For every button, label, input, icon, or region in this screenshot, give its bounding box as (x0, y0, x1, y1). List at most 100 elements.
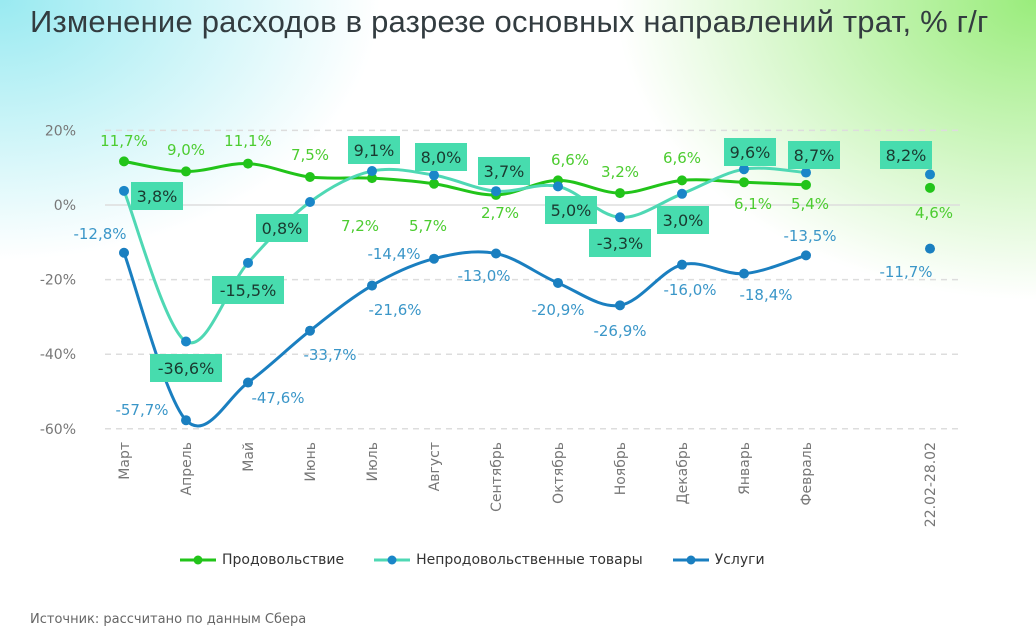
nonfood-data-label: 3,8% (137, 187, 178, 206)
legend-marker-icon (180, 555, 216, 565)
x-tick-label: Ноябрь (613, 442, 629, 495)
nonfood-data-label: 3,0% (663, 211, 704, 230)
food-data-label: 7,5% (291, 146, 329, 164)
services-point (119, 247, 129, 258)
x-tick-label: Февраль (799, 442, 815, 506)
x-tick-label: Декабрь (675, 442, 691, 504)
chart-title: Изменение расходов в разрезе основных на… (30, 4, 989, 39)
services-data-label: -12,8% (73, 225, 126, 243)
services-data-label: -18,4% (739, 286, 792, 304)
food-data-label: 6,6% (551, 151, 589, 169)
nonfood-label-box (212, 276, 284, 304)
x-tick-label: Октябрь (551, 442, 567, 504)
services-data-label: -14,4% (367, 245, 420, 263)
nonfood-data-label: 0,8% (262, 219, 303, 238)
legend: Продовольствие Непродовольственные товары… (180, 552, 765, 568)
food-data-label: 5,7% (409, 217, 447, 235)
services-data-label: -13,5% (783, 227, 836, 245)
food-data-label: 7,2% (341, 217, 379, 235)
nonfood-label-box (724, 138, 776, 166)
nonfood-point (119, 185, 129, 196)
services-point (181, 415, 191, 426)
legend-label: Непродовольственные товары (416, 552, 643, 568)
services-point (553, 277, 563, 288)
x-tick-label: Апрель (179, 442, 195, 495)
services-data-label: -16,0% (663, 281, 716, 299)
x-tick-label: Январь (737, 442, 753, 495)
x-tick-label: Июль (365, 442, 381, 481)
nonfood-data-label: 8,2% (886, 146, 927, 165)
nonfood-point (739, 164, 749, 175)
nonfood-data-label: 9,6% (730, 143, 771, 162)
nonfood-series-line (122, 166, 807, 345)
food-data-label: 5,4% (791, 195, 829, 213)
services-point (305, 325, 315, 336)
services-data-label: -13,0% (457, 267, 510, 285)
nonfood-point (925, 169, 935, 180)
nonfood-label-box (880, 141, 932, 169)
nonfood-data-label: 5,0% (551, 201, 592, 220)
y-tick-label: 0% (54, 198, 76, 214)
nonfood-label-box (256, 214, 308, 242)
services-data-label: -21,6% (368, 301, 421, 319)
services-data-label: -11,7% (879, 263, 932, 281)
x-tick-label: Сентябрь (489, 442, 505, 512)
services-data-label: -57,7% (115, 401, 168, 419)
services-point (367, 280, 377, 291)
nonfood-label-box (545, 196, 597, 224)
services-point (677, 259, 687, 270)
food-data-label: 11,7% (100, 132, 148, 150)
nonfood-label-box (150, 354, 222, 382)
x-tick-label: Март (117, 442, 133, 480)
legend-item-nonfood: Непродовольственные товары (374, 552, 643, 568)
services-point (429, 253, 439, 264)
nonfood-label-box (131, 182, 183, 210)
nonfood-point (181, 336, 191, 347)
nonfood-label-box (788, 141, 840, 169)
nonfood-data-label: -36,6% (158, 359, 215, 378)
food-point (615, 188, 625, 199)
services-data-label: -26,9% (593, 322, 646, 340)
food-point (801, 179, 811, 190)
legend-item-services: Услуги (672, 552, 765, 568)
services-point (491, 248, 501, 259)
x-tick-label: Август (427, 442, 443, 491)
food-data-label: 3,2% (601, 163, 639, 181)
nonfood-label-box (657, 206, 709, 234)
y-tick-label: -20% (40, 273, 76, 289)
legend-label: Услуги (714, 552, 765, 568)
services-data-label: -20,9% (531, 301, 584, 319)
services-point (925, 243, 935, 254)
services-point (243, 377, 253, 388)
food-data-label: 9,0% (167, 141, 205, 159)
nonfood-data-label: -3,3% (597, 234, 643, 253)
x-tick-label: 22.02-28.02 (923, 442, 939, 527)
food-data-label: 4,6% (915, 204, 953, 222)
food-point (739, 177, 749, 188)
food-point (367, 173, 377, 184)
nonfood-point (491, 186, 501, 197)
food-point (429, 178, 439, 189)
nonfood-data-label: 8,0% (421, 148, 462, 167)
food-point (181, 166, 191, 177)
nonfood-label-box (589, 229, 651, 257)
nonfood-label-box (348, 136, 400, 164)
nonfood-point (305, 197, 315, 208)
nonfood-label-box (478, 157, 530, 185)
food-point (925, 182, 935, 193)
legend-label: Продовольствие (222, 552, 345, 568)
nonfood-label-box (415, 143, 467, 171)
legend-marker-icon (374, 555, 411, 565)
y-tick-label: -40% (40, 347, 76, 363)
services-point (739, 268, 749, 279)
nonfood-data-label: -15,5% (220, 281, 277, 300)
food-point (243, 158, 253, 169)
services-data-label: -47,6% (251, 389, 304, 407)
nonfood-point (553, 181, 563, 192)
services-data-label: -33,7% (303, 346, 356, 364)
food-point (305, 172, 315, 183)
food-data-label: 11,1% (224, 132, 272, 150)
food-point (119, 156, 129, 167)
legend-item-food: Продовольствие (180, 552, 344, 568)
